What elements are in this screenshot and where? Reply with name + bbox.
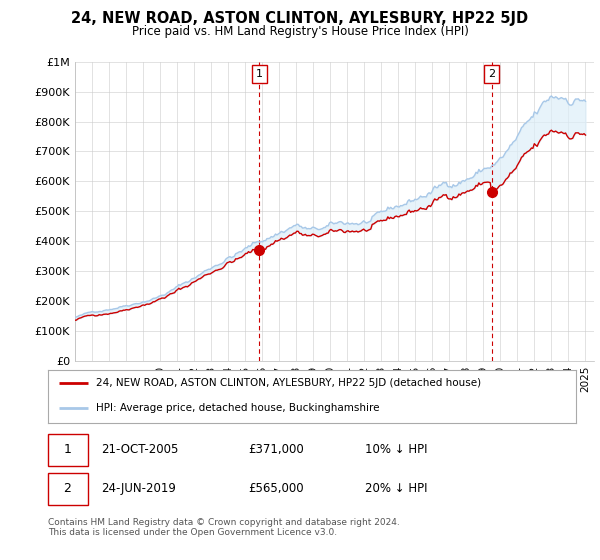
Text: 2: 2 <box>488 69 495 79</box>
Text: HPI: Average price, detached house, Buckinghamshire: HPI: Average price, detached house, Buck… <box>95 403 379 413</box>
FancyBboxPatch shape <box>48 434 88 465</box>
Text: £371,000: £371,000 <box>248 444 304 456</box>
Text: 24, NEW ROAD, ASTON CLINTON, AYLESBURY, HP22 5JD (detached house): 24, NEW ROAD, ASTON CLINTON, AYLESBURY, … <box>95 378 481 388</box>
Text: Contains HM Land Registry data © Crown copyright and database right 2024.
This d: Contains HM Land Registry data © Crown c… <box>48 518 400 538</box>
Text: 21-OCT-2005: 21-OCT-2005 <box>101 444 178 456</box>
Text: 2: 2 <box>64 483 71 496</box>
FancyBboxPatch shape <box>48 473 88 505</box>
Text: 1: 1 <box>256 69 263 79</box>
Text: £565,000: £565,000 <box>248 483 304 496</box>
Text: 24, NEW ROAD, ASTON CLINTON, AYLESBURY, HP22 5JD: 24, NEW ROAD, ASTON CLINTON, AYLESBURY, … <box>71 11 529 26</box>
Text: 1: 1 <box>64 444 71 456</box>
Text: Price paid vs. HM Land Registry's House Price Index (HPI): Price paid vs. HM Land Registry's House … <box>131 25 469 38</box>
Text: 24-JUN-2019: 24-JUN-2019 <box>101 483 176 496</box>
Text: 10% ↓ HPI: 10% ↓ HPI <box>365 444 427 456</box>
Text: 20% ↓ HPI: 20% ↓ HPI <box>365 483 427 496</box>
